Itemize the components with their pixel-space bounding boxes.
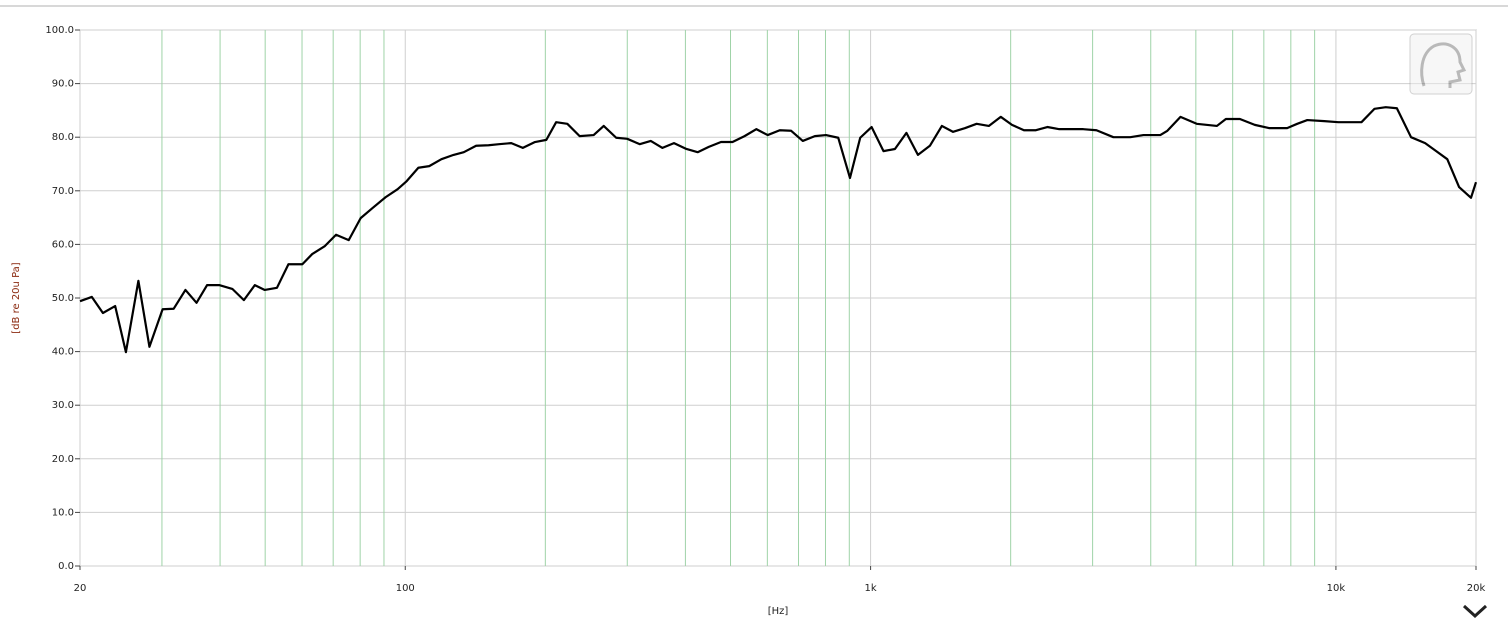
grid xyxy=(79,29,1477,567)
y-tick-label: 30.0 xyxy=(52,400,74,411)
x-tick-label: 10k xyxy=(1327,583,1346,594)
x-axis-label: [Hz] xyxy=(768,606,789,617)
y-tick-label: 60.0 xyxy=(52,239,74,250)
logo-frame xyxy=(1409,33,1473,95)
y-axis-label: [dB re 20u Pa] xyxy=(11,262,22,333)
y-tick-label: 40.0 xyxy=(52,347,74,358)
x-tick-label: 1k xyxy=(865,583,877,594)
logo-head xyxy=(1420,42,1467,88)
x-tick-label: 20k xyxy=(1467,583,1486,594)
y-tick-label: 90.0 xyxy=(52,79,74,90)
y-tick-label: 80.0 xyxy=(52,132,74,143)
y-tick-label: 100.0 xyxy=(45,25,74,36)
expand-chevron[interactable] xyxy=(1462,604,1488,619)
y-tick-label: 20.0 xyxy=(52,454,74,465)
y-tick-label: 70.0 xyxy=(52,186,74,197)
x-tick-label: 100 xyxy=(396,583,415,594)
y-tick-label: 10.0 xyxy=(52,507,74,518)
x-tick-label: 20 xyxy=(74,583,87,594)
response-line xyxy=(79,106,1478,354)
y-tick-label: 0.0 xyxy=(58,561,74,572)
logo-icon xyxy=(1409,33,1473,95)
y-tick-label: 50.0 xyxy=(52,293,74,304)
